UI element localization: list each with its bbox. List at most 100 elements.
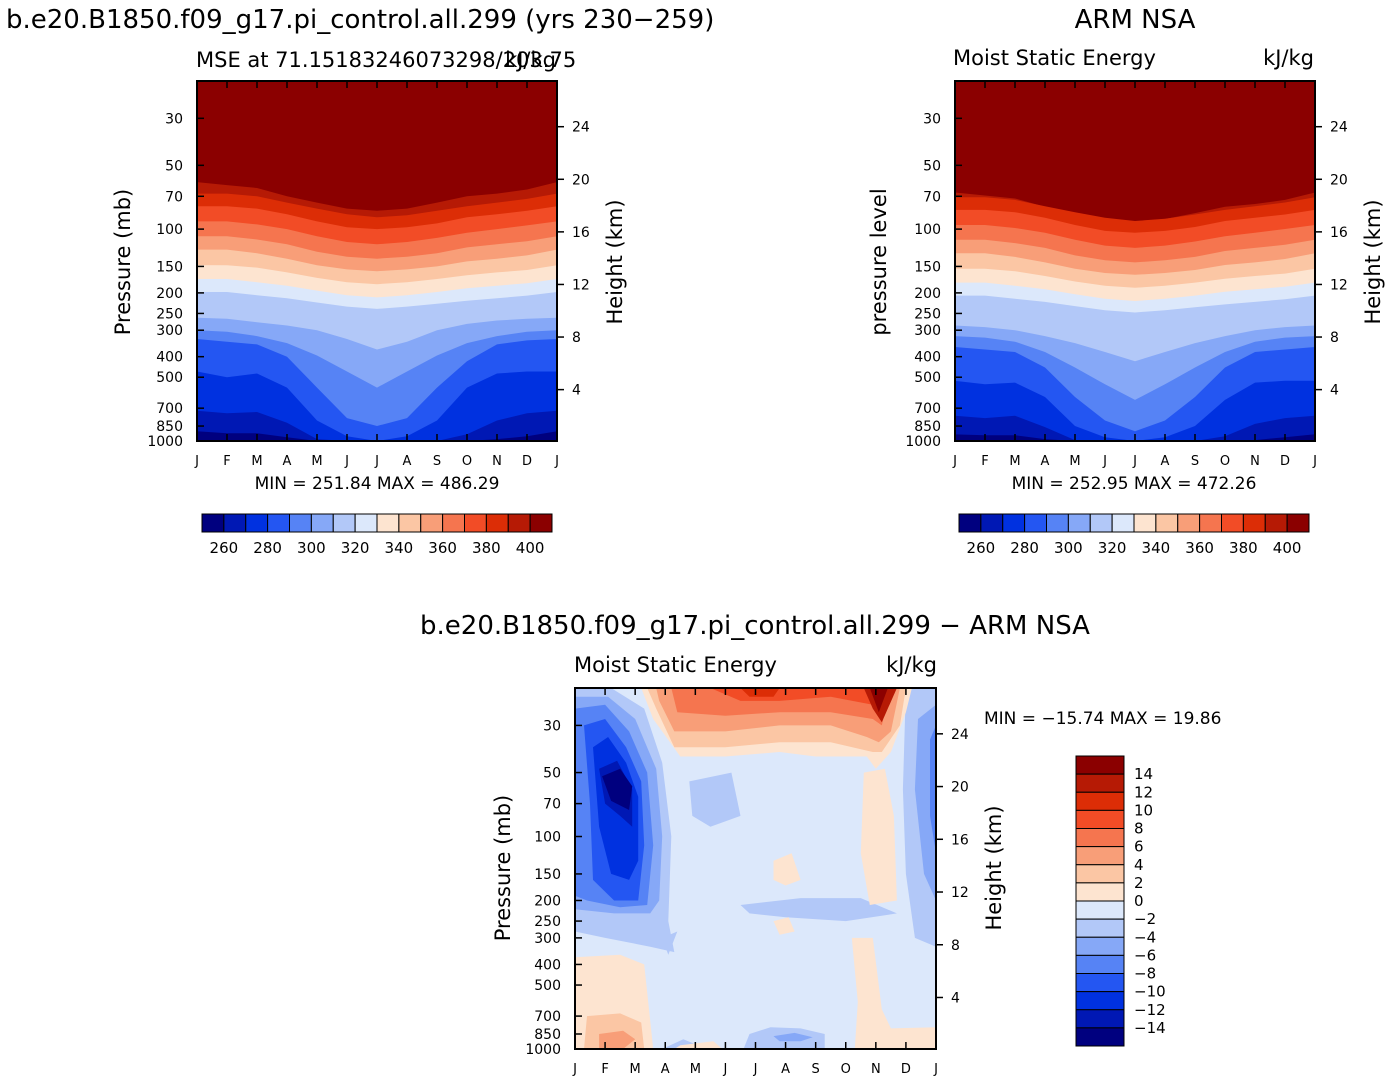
y-tick-label: 250 xyxy=(156,306,183,322)
y-tick-label: 100 xyxy=(156,222,183,238)
x-tick-label: D xyxy=(522,454,532,469)
diff-blob-pos xyxy=(851,937,936,1049)
colorbar-swatch xyxy=(1111,513,1135,533)
x-tick-label: J xyxy=(1102,454,1107,469)
colorbar-swatch xyxy=(1024,513,1047,533)
colorbar-label: 340 xyxy=(385,539,414,557)
colorbar-swatch xyxy=(1075,809,1125,829)
obs-min-max: MIN = 252.95 MAX = 472.26 xyxy=(1012,474,1257,494)
colorbar-label: −2 xyxy=(1134,910,1156,928)
colorbar-label: 360 xyxy=(428,539,457,557)
colorbar-swatch xyxy=(1221,513,1244,533)
y-tick-label: 70 xyxy=(923,189,941,205)
obs-title-right: kJ/kg xyxy=(1263,46,1314,70)
y-right-tick-label: 4 xyxy=(951,990,960,1006)
colorbar-label: −6 xyxy=(1134,946,1156,964)
x-tick-label: J xyxy=(1132,454,1137,469)
model-title-left: MSE at 71.15183246073298/203.75 xyxy=(196,48,576,72)
model-title-right: kJ/kg xyxy=(505,48,556,72)
x-tick-label: J xyxy=(344,454,349,469)
colorbar-swatch xyxy=(1155,513,1179,533)
colorbar-swatch xyxy=(442,513,465,533)
colorbar-label: 340 xyxy=(1142,539,1171,557)
y-tick-label: 150 xyxy=(534,867,561,883)
colorbar-swatch xyxy=(1075,991,1125,1011)
colorbar-label: 380 xyxy=(472,539,501,557)
diff-blob-neg xyxy=(930,725,936,854)
colorbar-swatch xyxy=(398,513,422,533)
model-plot-area xyxy=(197,81,557,441)
x-tick-label: D xyxy=(1280,454,1290,469)
y-right-tick-label: 4 xyxy=(572,383,581,399)
colorbar-label: −12 xyxy=(1134,1001,1166,1019)
colorbar-swatch xyxy=(958,513,982,533)
y-tick-label: 300 xyxy=(534,931,561,947)
y-tick-label: 500 xyxy=(914,370,941,386)
model-band xyxy=(197,410,557,441)
diff-blob-pos xyxy=(773,917,795,935)
y-tick-label: 500 xyxy=(534,978,561,994)
colorbar-label: 280 xyxy=(1010,539,1039,557)
y-right-tick-label: 16 xyxy=(951,832,969,848)
colorbar-swatch xyxy=(1075,791,1125,811)
x-tick-label: M xyxy=(311,454,322,469)
x-tick-label: J xyxy=(722,1062,727,1077)
colorbar-swatch xyxy=(1075,755,1125,775)
x-tick-label: O xyxy=(1220,454,1230,469)
obs-title-left: Moist Static Energy xyxy=(953,46,1156,70)
colorbar-swatch xyxy=(1067,513,1091,533)
colorbar-label: 0 xyxy=(1134,892,1144,910)
y-tick-label: 30 xyxy=(165,111,183,127)
colorbar-label: 400 xyxy=(516,539,545,557)
y-tick-label: 400 xyxy=(914,350,941,366)
x-tick-label: D xyxy=(901,1062,911,1077)
colorbar-label: 6 xyxy=(1134,838,1144,856)
colorbar-label: 320 xyxy=(1098,539,1127,557)
diff-title: b.e20.B1850.f09_g17.pi_control.all.299 −… xyxy=(420,611,1090,641)
colorbar-swatch xyxy=(1075,1009,1125,1029)
colorbar-swatch xyxy=(529,513,553,533)
colorbar-swatch xyxy=(1075,828,1125,848)
x-tick-label: N xyxy=(871,1062,881,1077)
colorbar-swatch xyxy=(420,513,444,533)
colorbar-swatch xyxy=(376,513,400,533)
x-tick-label: M xyxy=(251,454,262,469)
colorbar-label: 2 xyxy=(1134,874,1144,892)
obs-y-axis-label: pressure level xyxy=(867,188,891,335)
colorbar-swatch xyxy=(1133,513,1157,533)
y-tick-label: 1000 xyxy=(905,434,941,450)
colorbar-swatch xyxy=(267,513,290,533)
obs-band xyxy=(955,380,1315,441)
model-y-axis-label: Pressure (mb) xyxy=(111,189,135,336)
colorbar-label: 320 xyxy=(341,539,370,557)
y-tick-label: 300 xyxy=(914,323,941,339)
x-tick-label: A xyxy=(403,454,412,469)
colorbar-swatch xyxy=(507,513,531,533)
model-y-axis-right-label: Height (km) xyxy=(603,199,627,324)
diff-blob-neg xyxy=(662,931,678,955)
colorbar-label: 280 xyxy=(253,539,282,557)
x-tick-label: J xyxy=(194,454,199,469)
x-tick-label: M xyxy=(1069,454,1080,469)
y-right-tick-label: 12 xyxy=(572,277,590,293)
obs-y-axis-right-label: Height (km) xyxy=(1361,199,1385,324)
y-right-tick-label: 4 xyxy=(1330,383,1339,399)
run-title: b.e20.B1850.f09_g17.pi_control.all.299 (… xyxy=(6,5,714,35)
colorbar-swatch xyxy=(1242,513,1266,533)
colorbar-swatch xyxy=(310,513,334,533)
colorbar-label: −8 xyxy=(1134,965,1156,983)
diff-blob-pos xyxy=(773,853,801,886)
y-tick-label: 150 xyxy=(156,259,183,275)
colorbar-swatch xyxy=(1199,513,1222,533)
x-tick-label: J xyxy=(753,1062,758,1077)
x-tick-label: A xyxy=(661,1062,670,1077)
obs-colorbar: 260 280 300 320 340 360 380 400 xyxy=(958,513,1310,557)
colorbar-label: 12 xyxy=(1134,783,1153,801)
colorbar-label: 8 xyxy=(1134,820,1144,838)
y-right-tick-label: 16 xyxy=(1330,225,1348,241)
colorbar-swatch xyxy=(1046,513,1069,533)
colorbar-swatch xyxy=(289,513,312,533)
colorbar-label: −10 xyxy=(1134,983,1166,1001)
